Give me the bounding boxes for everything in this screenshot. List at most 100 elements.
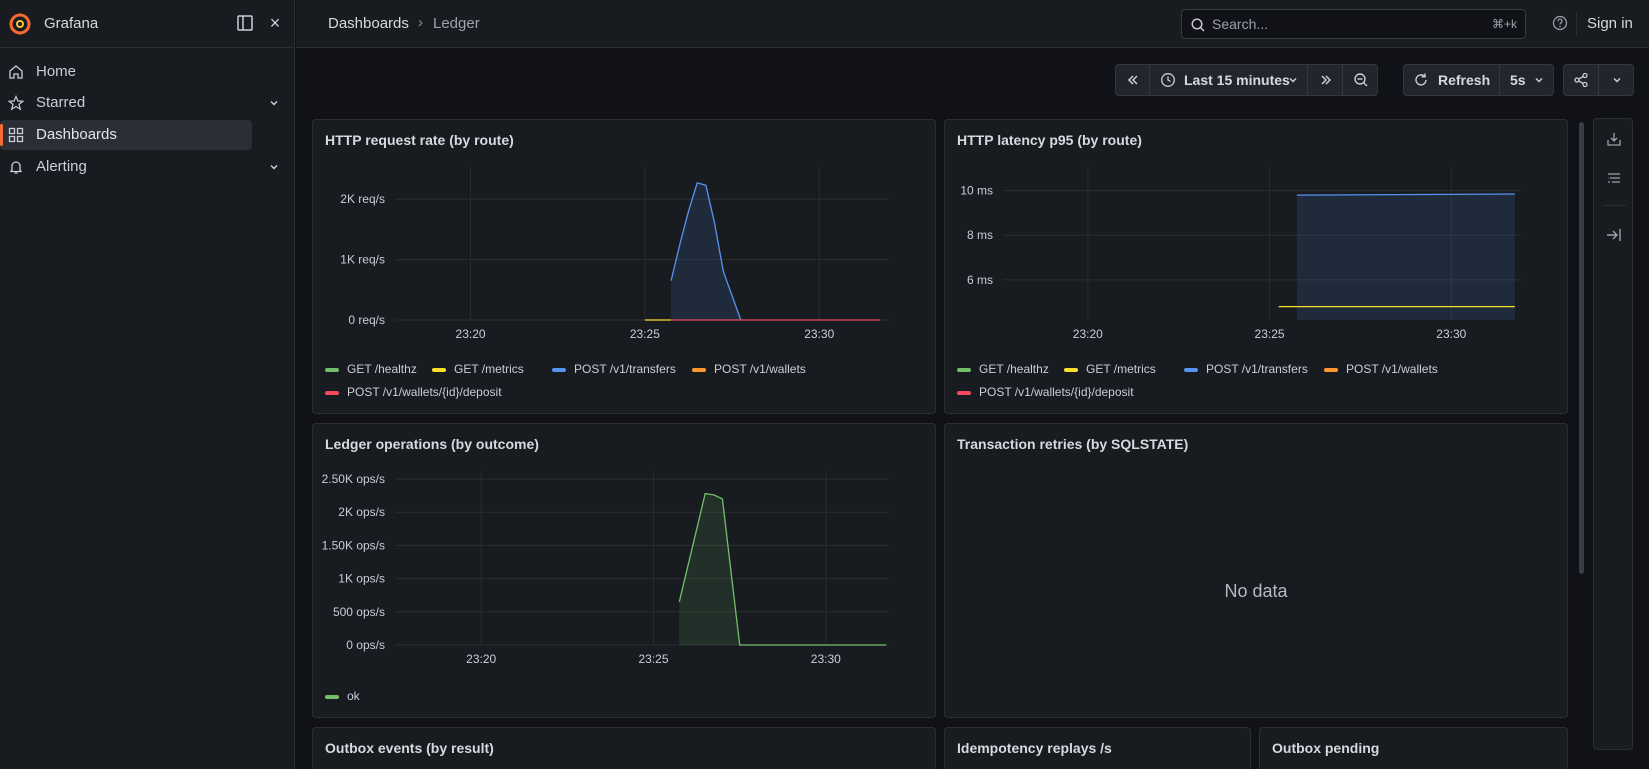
- legend-swatch: [957, 391, 971, 395]
- legend-swatch: [552, 368, 566, 372]
- panel-transaction-retries[interactable]: Transaction retries (by SQLSTATE) No dat…: [944, 423, 1568, 718]
- brand-name: Grafana: [44, 15, 99, 32]
- share-options-button[interactable]: [1600, 65, 1634, 95]
- x-tick-label: 23:25: [630, 327, 660, 341]
- share-controls: [1563, 64, 1634, 96]
- chevron-down-icon[interactable]: [268, 161, 280, 173]
- sidebar-item-alerting[interactable]: Alerting: [0, 152, 278, 182]
- panel-outbox-pending[interactable]: Outbox pending: [1259, 727, 1568, 769]
- outline-list-icon[interactable]: [1606, 171, 1622, 187]
- top-bar: Dashboards › Ledger Search... ⌘+k Sign i…: [296, 0, 1649, 48]
- refresh-interval-picker[interactable]: 5s: [1501, 65, 1554, 95]
- legend-label: GET /healthz: [979, 362, 1049, 376]
- brand-header: Grafana ×: [0, 0, 295, 48]
- right-rail: [1593, 118, 1633, 750]
- series-area-post-v1-transfers: [1296, 194, 1515, 320]
- legend-label: POST /v1/wallets: [714, 362, 806, 376]
- panel-title: Transaction retries (by SQLSTATE): [957, 436, 1189, 452]
- legend-label: ok: [347, 689, 360, 703]
- share-icon: [1574, 72, 1588, 88]
- panel-http-request-rate[interactable]: HTTP request rate (by route) 0 req/s 1K r…: [312, 119, 936, 414]
- x-tick-label: 23:30: [1436, 327, 1466, 341]
- sidebar-item-label: Home: [36, 63, 77, 80]
- panel-title: Ledger operations (by outcome): [325, 436, 539, 452]
- x-tick-label: 23:20: [466, 652, 496, 666]
- refresh-controls: Refresh 5s: [1403, 64, 1554, 96]
- legend-swatch: [1324, 368, 1338, 372]
- legend-swatch: [325, 368, 339, 372]
- panel-http-latency-p95[interactable]: HTTP latency p95 (by route) 6 ms 8 ms 10 m…: [944, 119, 1568, 414]
- y-tick-label: 0 ops/s: [346, 638, 385, 652]
- panel-outbox-events[interactable]: Outbox events (by result): [312, 727, 936, 769]
- x-tick-label: 23:30: [804, 327, 834, 341]
- time-controls: Last 15 minutes: [1115, 64, 1378, 96]
- panel-title: Outbox events (by result): [325, 740, 494, 756]
- series-line-ok: [678, 492, 887, 646]
- legend-swatch: [432, 368, 446, 372]
- y-tick-label: 6 ms: [967, 273, 993, 287]
- time-shift-back-button[interactable]: [1116, 65, 1150, 95]
- time-range-picker[interactable]: Last 15 minutes: [1151, 65, 1308, 95]
- series-line-post-v1-transfers: [670, 182, 742, 321]
- panel-title: HTTP latency p95 (by route): [957, 132, 1142, 148]
- dock-menu-icon[interactable]: [236, 14, 254, 32]
- y-tick-label: 8 ms: [967, 228, 993, 242]
- refresh-interval-label: 5s: [1510, 72, 1526, 88]
- sidebar-item-dashboards[interactable]: Dashboards: [0, 120, 252, 150]
- series-area-post-v1-transfers: [671, 182, 741, 320]
- y-tick-label: 500 ops/s: [333, 605, 385, 619]
- help-icon[interactable]: [1552, 15, 1568, 31]
- http-request-rate-chart: 0 req/s 1K req/s 2K req/s 23:20 23:25 23:30: [340, 167, 889, 341]
- collapse-right-icon[interactable]: [1606, 227, 1622, 243]
- chevron-down-icon: [1613, 77, 1621, 83]
- download-icon[interactable]: [1606, 131, 1622, 147]
- sidebar-item-label: Alerting: [36, 158, 87, 175]
- time-range-label: Last 15 minutes: [1184, 72, 1290, 88]
- panel-ledger-operations[interactable]: Ledger operations (by outcome) 0 ops/s 50…: [312, 423, 936, 718]
- legend-label: POST /v1/transfers: [1206, 362, 1308, 376]
- sidebar-item-label: Starred: [36, 94, 86, 111]
- y-tick-label: 1.50K ops/s: [322, 538, 385, 552]
- y-tick-label: 2K req/s: [340, 192, 385, 206]
- legend-label: GET /metrics: [454, 362, 524, 376]
- ledger-operations-chart: 0 ops/s 500 ops/s 1K ops/s 1.50K ops/s 2K op…: [322, 471, 889, 666]
- chevron-down-icon[interactable]: [268, 97, 280, 109]
- chevron-down-icon: [1535, 77, 1543, 83]
- sidebar-item-starred[interactable]: Starred: [0, 88, 278, 118]
- legend-label: POST /v1/wallets: [1346, 362, 1438, 376]
- share-button[interactable]: [1564, 65, 1599, 95]
- sidebar-item-home[interactable]: Home: [0, 57, 252, 87]
- x-tick-label: 23:25: [1255, 327, 1285, 341]
- x-tick-label: 23:20: [1073, 327, 1103, 341]
- search-icon: [1191, 18, 1205, 32]
- y-tick-label: 2K ops/s: [338, 505, 385, 519]
- dashboard-scrollbar[interactable]: [1579, 122, 1584, 574]
- x-tick-label: 23:20: [456, 327, 486, 341]
- x-tick-label: 23:25: [638, 652, 668, 666]
- legend-label: POST /v1/wallets/{id}/deposit: [979, 385, 1134, 399]
- chevrons-right-icon: [1321, 75, 1332, 85]
- breadcrumb-dashboards[interactable]: Dashboards: [328, 15, 409, 32]
- panel-title: Idempotency replays /s: [957, 740, 1112, 756]
- bell-icon: [9, 161, 23, 174]
- top-bar-divider: [1576, 12, 1577, 36]
- http-latency-chart: 6 ms 8 ms 10 ms 23:20 23:25 23:30: [960, 167, 1521, 341]
- legend-label: POST /v1/wallets/{id}/deposit: [347, 385, 502, 399]
- no-data-message: No data: [1224, 581, 1288, 601]
- sidebar: Grafana × Home Starred: [0, 0, 295, 769]
- panel-idempotency-replays[interactable]: Idempotency replays /s: [944, 727, 1251, 769]
- x-tick-label: 23:30: [811, 652, 841, 666]
- zoom-out-button[interactable]: [1344, 65, 1378, 95]
- refresh-button[interactable]: Refresh: [1404, 65, 1500, 95]
- zoom-out-icon: [1354, 73, 1368, 87]
- close-menu-icon[interactable]: ×: [269, 13, 281, 33]
- legend-swatch: [1064, 368, 1078, 372]
- time-shift-forward-button[interactable]: [1309, 65, 1343, 95]
- sign-in-link[interactable]: Sign in: [1587, 15, 1633, 32]
- search-input[interactable]: Search... ⌘+k: [1181, 9, 1526, 39]
- legend-swatch: [1184, 368, 1198, 372]
- chevron-down-icon: [1289, 77, 1297, 83]
- grafana-logo-icon[interactable]: [8, 12, 32, 36]
- legend-swatch: [325, 695, 339, 699]
- sidebar-item-label: Dashboards: [36, 126, 117, 143]
